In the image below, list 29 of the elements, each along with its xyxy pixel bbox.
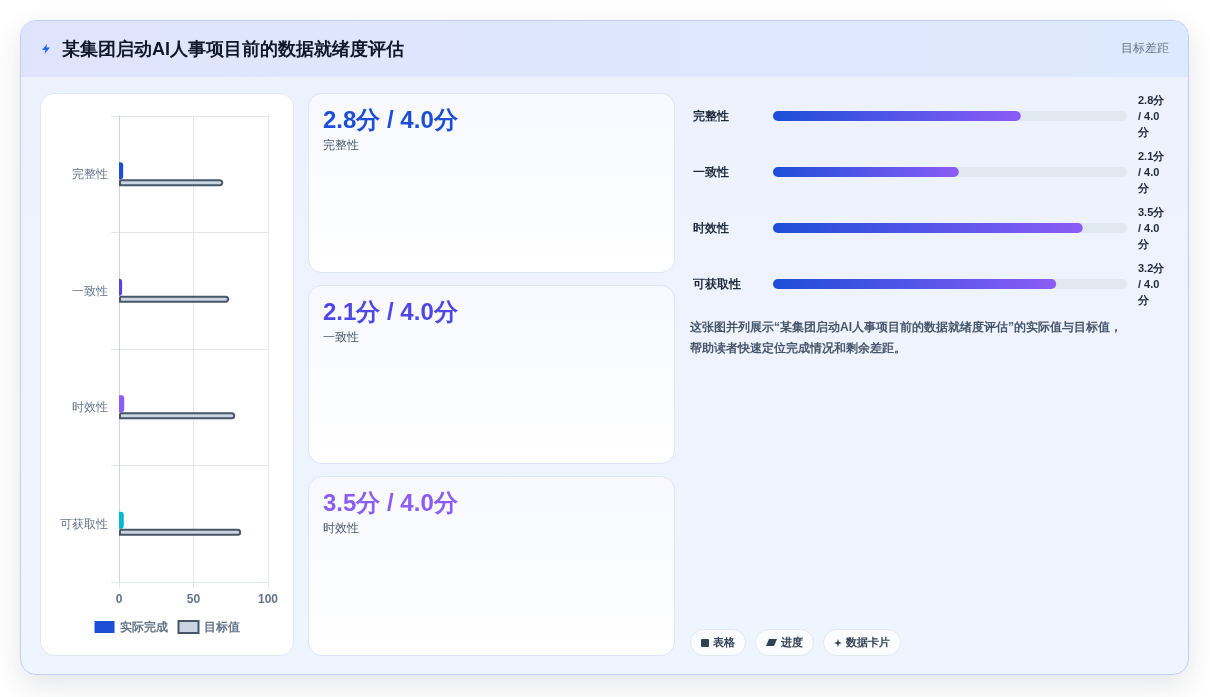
- y-tick-label: 完整性: [72, 167, 108, 182]
- data-label: 3.2分 / 4.0分: [1137, 262, 1168, 306]
- y-tick-label: 完整性: [693, 109, 729, 123]
- legend-label: 目标值: [203, 620, 240, 634]
- y-tick-label: 时效性: [693, 221, 729, 235]
- text: 时效性: [323, 520, 360, 538]
- y-tick-label: 一致性: [693, 165, 729, 179]
- pill-button: 数据卡片: [823, 629, 901, 656]
- y-tick-label: 时效性: [72, 400, 108, 415]
- data-label: 3.5分 / 4.0分: [1137, 206, 1168, 250]
- data-label: 2.1分 / 4.0分: [1137, 150, 1168, 194]
- x-tick-label: 100: [257, 592, 279, 606]
- data-label: 2.8分 / 4.0分: [1137, 94, 1168, 138]
- y-tick-label: 一致性: [72, 283, 108, 298]
- text: 一致性: [323, 328, 360, 346]
- pill-button: 进度: [755, 629, 814, 656]
- text: 2.8分 / 4.0分: [323, 105, 459, 135]
- chart-title: 某集团启动AI人事项目前的数据就绪度评估: [62, 38, 404, 61]
- x-tick-label: 50: [186, 592, 201, 606]
- x-tick-label: 0: [115, 592, 123, 606]
- y-tick-label: 可获取性: [60, 516, 108, 531]
- chart-subtitle: 目标差距: [1121, 40, 1169, 57]
- text: 这张图并列展示“某集团启动AI人事项目前的数据就绪度评估”的实际值与目标值，帮助读者快速定位完成情况和剩余差距。: [690, 319, 1123, 357]
- legend-label: 实际完成: [119, 620, 168, 634]
- text: 3.5分 / 4.0分: [323, 488, 459, 519]
- text: 2.1分 / 4.0分: [323, 296, 459, 327]
- y-tick-label: 可获取性: [692, 277, 741, 291]
- pill-button: 表格: [690, 629, 746, 656]
- text: 完整性: [323, 137, 360, 154]
